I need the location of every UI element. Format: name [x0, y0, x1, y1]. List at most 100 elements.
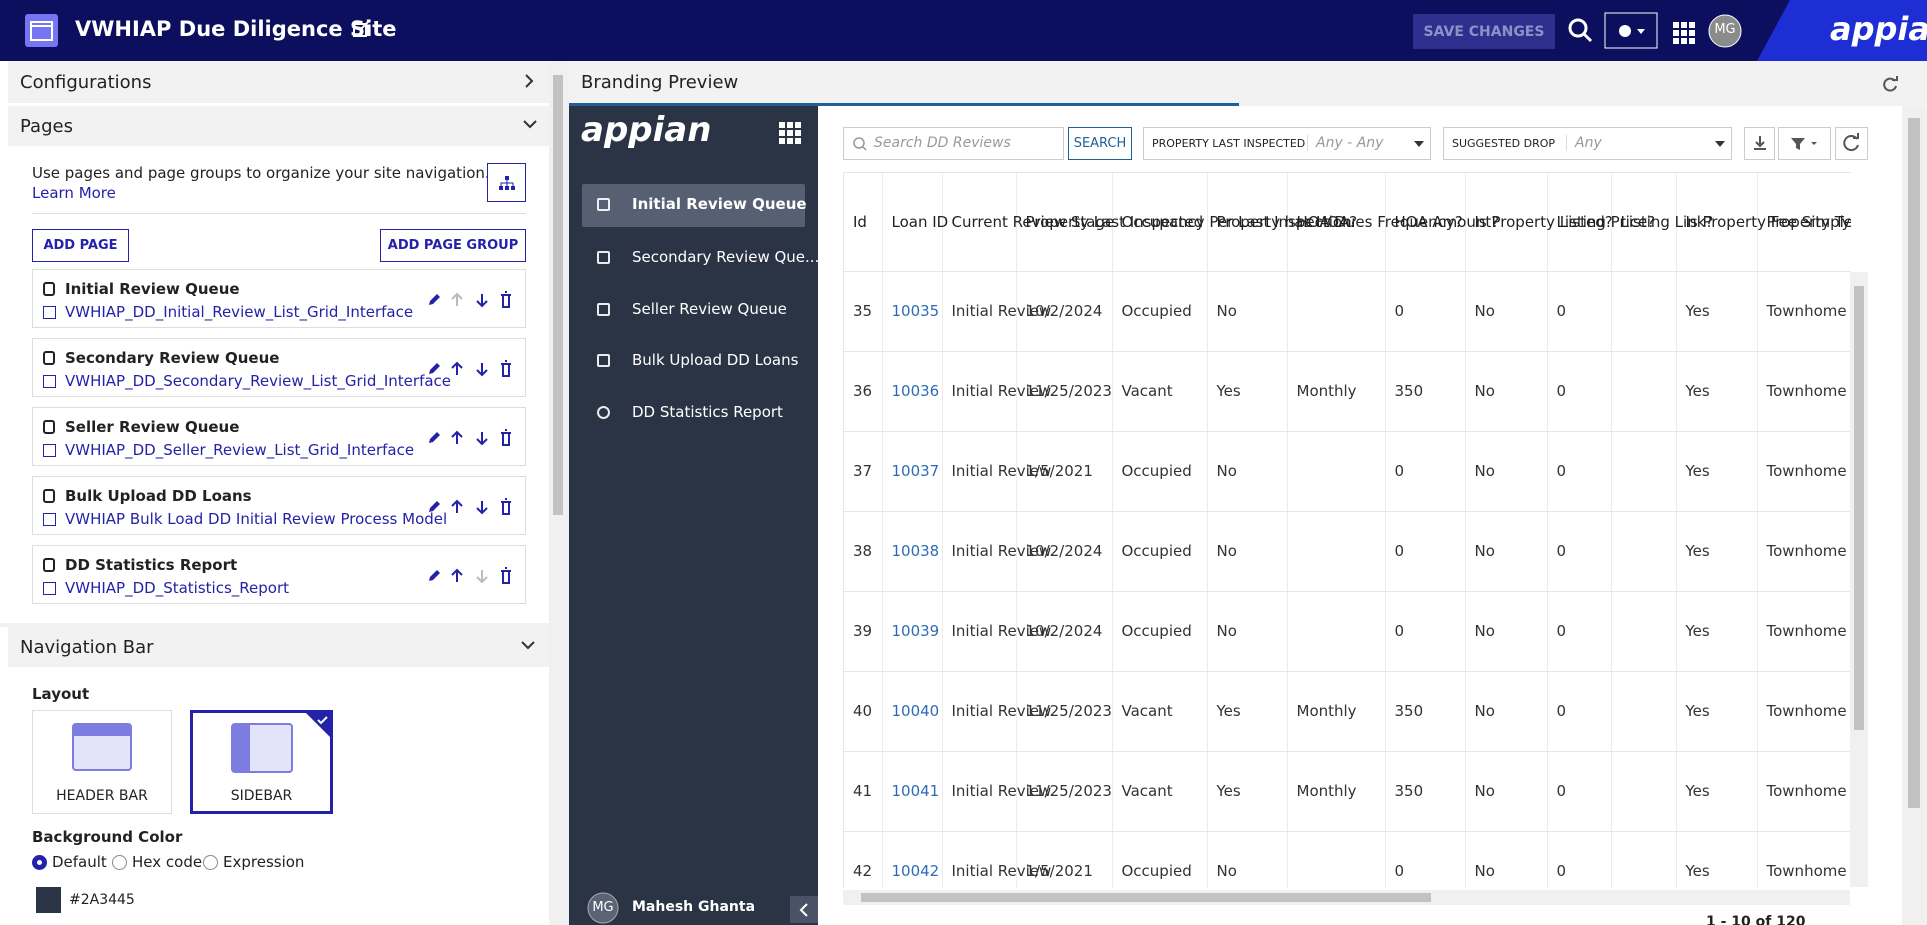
- filter-dropdown[interactable]: SUGGESTED DROP Any: [1443, 127, 1732, 160]
- radio[interactable]: [32, 855, 47, 870]
- radio-label[interactable]: Default: [52, 853, 107, 871]
- cell: No: [1207, 511, 1288, 592]
- layout-name: HEADER BAR: [56, 788, 148, 804]
- column-header[interactable]: HOA Dues Frequency?: [1287, 173, 1463, 272]
- cell: 1/5/2021: [1016, 831, 1113, 888]
- nav-item[interactable]: Secondary Review Que...: [632, 248, 820, 266]
- page-link[interactable]: VWHIAP_DD_Initial_Review_List_Grid_Inter…: [65, 303, 414, 321]
- page-link[interactable]: VWHIAP_DD_Seller_Review_List_Grid_Interf…: [65, 441, 415, 459]
- page-link[interactable]: VWHIAP Bulk Load DD Initial Review Proce…: [65, 510, 448, 528]
- collapse-button[interactable]: [790, 896, 818, 923]
- cell: No: [1207, 591, 1288, 672]
- page-link[interactable]: VWHIAP_DD_Secondary_Review_List_Grid_Int…: [65, 372, 452, 390]
- column-header[interactable]: Is Property Listed?: [1465, 173, 1613, 272]
- loan-link[interactable]: 10041: [882, 751, 943, 832]
- page-name[interactable]: DD Statistics Report: [65, 556, 238, 574]
- v-scrollbar[interactable]: [1850, 272, 1868, 887]
- refresh-button[interactable]: [1835, 127, 1868, 160]
- radio[interactable]: [203, 855, 218, 870]
- page-actions[interactable]: [426, 566, 516, 586]
- cell: Townhome: [1757, 751, 1851, 832]
- cell: Occupied: [1112, 511, 1208, 592]
- column-header[interactable]: Is Property Fee Simple?: [1676, 173, 1851, 272]
- loan-link[interactable]: 10035: [882, 271, 943, 352]
- radio-label[interactable]: Expression: [223, 853, 305, 871]
- save-button[interactable]: SAVE CHANGES: [1413, 14, 1555, 49]
- page-icon: [43, 420, 55, 434]
- cell: 0: [1385, 271, 1466, 352]
- loan-link[interactable]: 10039: [882, 591, 943, 672]
- cell: 37: [844, 431, 883, 512]
- search-button[interactable]: SEARCH: [1068, 127, 1132, 160]
- filter-button[interactable]: [1778, 127, 1831, 160]
- page-name[interactable]: Initial Review Queue: [65, 280, 240, 298]
- hierarchy-button[interactable]: [487, 163, 526, 202]
- cell: 41: [844, 751, 883, 832]
- page-link[interactable]: VWHIAP_DD_Statistics_Report: [65, 579, 289, 597]
- page-actions[interactable]: [426, 497, 516, 517]
- cell: 1/5/2021: [1016, 431, 1113, 512]
- column-header[interactable]: Id: [844, 173, 883, 272]
- nav-item[interactable]: DD Statistics Report: [632, 403, 783, 421]
- link-icon: [43, 513, 56, 526]
- cell: 350: [1385, 751, 1466, 832]
- nav-item[interactable]: Seller Review Queue: [632, 300, 787, 318]
- page-scrollbar[interactable]: [1902, 106, 1927, 925]
- export-button[interactable]: [1744, 127, 1775, 160]
- radio[interactable]: [112, 855, 127, 870]
- cell: 0: [1547, 271, 1612, 352]
- add-page-button[interactable]: ADD PAGE: [32, 229, 129, 262]
- filter-dropdown[interactable]: PROPERTY LAST INSPECTED Any - Any: [1143, 127, 1431, 160]
- loan-link[interactable]: 10037: [882, 431, 943, 512]
- column-header[interactable]: Current Review Stage: [942, 173, 1114, 272]
- nav-icon: [597, 198, 610, 211]
- loan-link[interactable]: 10042: [882, 831, 943, 888]
- apps-icon[interactable]: [779, 122, 801, 144]
- scrollbar[interactable]: [549, 61, 569, 925]
- pagination: 1 - 10 of 120: [1706, 914, 1806, 925]
- navigation-bar-header[interactable]: Navigation Bar: [8, 627, 549, 667]
- refresh-icon[interactable]: [1882, 76, 1898, 92]
- loan-link[interactable]: 10040: [882, 671, 943, 752]
- page-name[interactable]: Seller Review Queue: [65, 418, 240, 436]
- layout-option-selected[interactable]: SIDEBAR: [190, 710, 333, 814]
- cell: No: [1207, 831, 1288, 888]
- column-header[interactable]: Occupancy Per Last Inspection: [1112, 173, 1352, 272]
- pages-header[interactable]: Pages: [8, 106, 549, 146]
- h-scrollbar[interactable]: [843, 890, 1850, 905]
- cell: 35: [844, 271, 883, 352]
- learn-more-link[interactable]: Learn More: [32, 184, 116, 202]
- avatar[interactable]: MG: [1714, 22, 1736, 37]
- column-header[interactable]: Listing Price?: [1547, 173, 1655, 272]
- cell: Vacant: [1112, 671, 1208, 752]
- link-icon: [43, 582, 56, 595]
- nav-item[interactable]: Bulk Upload DD Loans: [632, 351, 799, 369]
- cell: [1611, 751, 1677, 832]
- cell: [1287, 831, 1386, 888]
- column-header[interactable]: Loan ID: [882, 173, 948, 272]
- add-page-group-button[interactable]: ADD PAGE GROUP: [380, 229, 526, 262]
- page-icon: [43, 351, 55, 365]
- radio-label[interactable]: Hex code: [132, 853, 203, 871]
- column-header[interactable]: HOA Amount?: [1385, 173, 1499, 272]
- loan-link[interactable]: 10038: [882, 511, 943, 592]
- filter-value: Any - Any: [1307, 135, 1383, 151]
- cell: Occupied: [1112, 831, 1208, 888]
- page-actions[interactable]: [426, 359, 516, 379]
- page-card: Initial Review Queue VWHIAP_DD_Initial_Re…: [32, 269, 526, 328]
- page-name[interactable]: Secondary Review Queue: [65, 349, 280, 367]
- cell: No: [1465, 431, 1548, 512]
- page-actions[interactable]: [426, 290, 516, 310]
- loan-link[interactable]: 10036: [882, 351, 943, 432]
- column-header[interactable]: Property Last Inspected: [1016, 173, 1203, 272]
- layout-option[interactable]: HEADER BAR: [32, 710, 172, 814]
- cell: Initial Review: [942, 511, 1051, 592]
- nav-item[interactable]: Initial Review Queue: [632, 195, 807, 213]
- search-box[interactable]: Search DD Reviews: [843, 127, 1064, 160]
- page-actions[interactable]: [426, 428, 516, 448]
- configurations-header[interactable]: Configurations: [8, 61, 549, 103]
- page-name[interactable]: Bulk Upload DD Loans: [65, 487, 252, 505]
- column-header[interactable]: Listing Link?: [1611, 173, 1713, 272]
- column-header[interactable]: Property Type?: [1757, 173, 1851, 272]
- column-header[interactable]: Property has HOA?: [1207, 173, 1357, 272]
